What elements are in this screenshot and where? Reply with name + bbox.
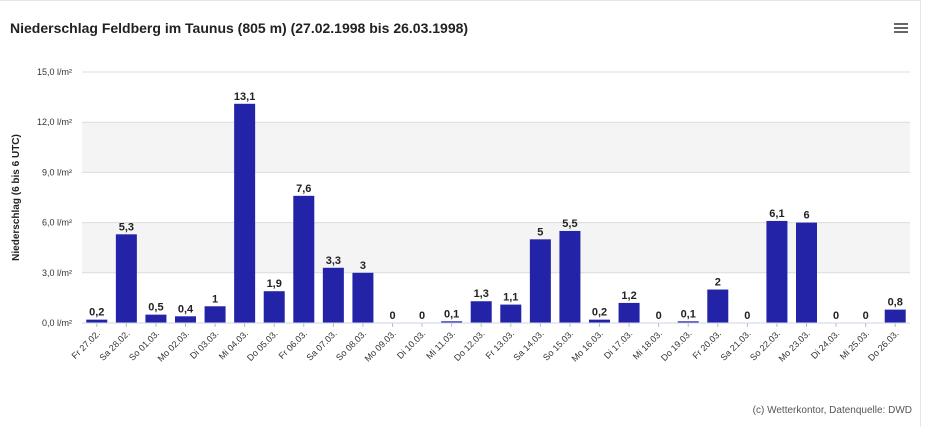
data-label: 0,1: [681, 308, 696, 320]
data-label: 7,6: [296, 183, 311, 195]
bar: [766, 220, 788, 323]
data-label: 5: [537, 226, 543, 238]
data-label: 6: [803, 210, 809, 222]
x-tick-label: Mo 16.03.: [570, 328, 605, 363]
data-label: 0: [389, 310, 395, 322]
x-tick-label: Di 03.03.: [188, 328, 221, 361]
data-label: 5,5: [562, 218, 577, 230]
x-tick-label: Do 19.03.: [659, 328, 694, 363]
data-label: 0: [833, 310, 839, 322]
data-source-credit: (c) Wetterkontor, Datenquelle: DWD: [752, 405, 912, 416]
bar: [884, 309, 906, 323]
x-tick-label: Di 10.03.: [395, 328, 428, 361]
bar: [529, 239, 551, 323]
chart-title: Niederschlag Feldberg im Taunus (805 m) …: [10, 20, 469, 36]
x-tick-label: Di 17.03.: [602, 328, 635, 361]
bar: [86, 319, 108, 323]
grid-band: [82, 122, 910, 173]
data-label: 5,3: [119, 221, 134, 233]
bar: [707, 289, 729, 323]
bar: [352, 272, 374, 323]
y-tick-label: 12,0 l/m²: [37, 117, 72, 127]
bar: [263, 291, 285, 323]
data-label: 0,2: [89, 307, 104, 319]
bar: [796, 222, 817, 323]
x-tick-label: Do 05.03.: [245, 328, 280, 363]
bar: [677, 321, 699, 323]
x-tick-label: Sa 21.03.: [718, 328, 752, 362]
y-tick-label: 9,0 l/m²: [42, 167, 72, 177]
bar: [175, 316, 196, 323]
bar: [618, 302, 640, 323]
data-label: 1: [212, 293, 218, 305]
data-label: 3: [360, 260, 366, 272]
bar: [589, 319, 610, 323]
bar: [145, 314, 167, 323]
data-label: 0: [744, 310, 750, 322]
data-label: 0,5: [148, 302, 163, 314]
y-tick-label: 0,0 l/m²: [42, 318, 72, 328]
data-label: 0: [656, 310, 662, 322]
y-tick-label: 3,0 l/m²: [42, 268, 72, 278]
data-label: 0: [419, 310, 425, 322]
data-label: 13,1: [234, 91, 255, 103]
x-tick-label: Do 12.03.: [452, 328, 487, 363]
hamburger-menu-icon[interactable]: [893, 21, 909, 35]
data-label: 1,1: [503, 292, 518, 304]
bar: [559, 230, 581, 323]
x-tick-label: Sa 28.02.: [97, 328, 131, 362]
bar: [322, 267, 344, 323]
x-tick-label: Sa 07.03.: [304, 328, 338, 362]
x-tick-label: Mo 09.03.: [363, 328, 398, 363]
data-label: 0: [863, 310, 869, 322]
data-label: 3,3: [326, 255, 341, 267]
y-axis-label: Niederschlag (6 bis 6 UTC): [11, 134, 22, 261]
data-label: 0,1: [444, 308, 459, 320]
bar: [470, 301, 492, 323]
x-tick-label: Di 24.03.: [809, 328, 842, 361]
bar: [500, 304, 522, 323]
bar: [441, 321, 463, 323]
data-label: 6,1: [769, 208, 784, 220]
data-label: 0,2: [592, 307, 607, 319]
data-label: 1,9: [267, 278, 282, 290]
x-tick-label: Mo 23.03.: [777, 328, 812, 363]
data-label: 0,8: [888, 297, 903, 309]
x-tick-label: Sa 14.03.: [511, 328, 545, 362]
y-tick-label: 15,0 l/m²: [37, 67, 72, 77]
data-label: 1,2: [621, 290, 636, 302]
bar: [204, 306, 226, 323]
bar: [115, 234, 137, 323]
data-label: 2: [715, 277, 721, 289]
data-label: 1,3: [474, 288, 489, 300]
x-tick-label: Mo 02.03.: [156, 328, 191, 363]
data-label: 0,4: [178, 303, 194, 315]
bar: [293, 195, 315, 323]
x-tick-label: Do 26.03.: [866, 328, 901, 363]
bar: [234, 103, 256, 323]
y-tick-label: 6,0 l/m²: [42, 218, 72, 228]
